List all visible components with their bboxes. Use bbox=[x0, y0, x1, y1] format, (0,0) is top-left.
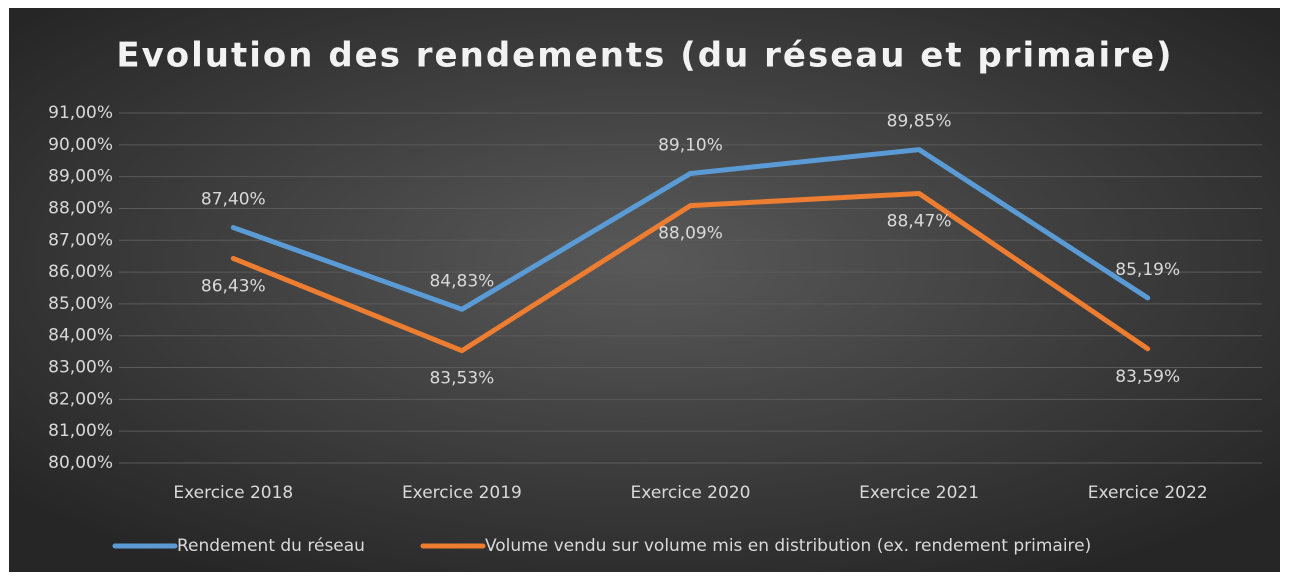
legend-label: Rendement du réseau bbox=[177, 536, 365, 556]
legend-label: Volume vendu sur volume mis en distribut… bbox=[485, 536, 1091, 556]
y-tick-label: 85,00% bbox=[48, 294, 113, 314]
y-tick-label: 84,00% bbox=[48, 326, 113, 346]
chart-background bbox=[9, 8, 1280, 572]
data-label: 84,83% bbox=[429, 271, 494, 291]
y-tick-label: 82,00% bbox=[48, 389, 113, 409]
x-tick-label: Exercice 2020 bbox=[631, 483, 751, 503]
x-tick-label: Exercice 2018 bbox=[173, 483, 293, 503]
y-tick-label: 86,00% bbox=[48, 262, 113, 282]
series-line bbox=[230, 147, 1151, 312]
y-tick-label: 87,00% bbox=[48, 230, 113, 250]
data-label: 85,19% bbox=[1115, 260, 1180, 280]
data-label: 87,40% bbox=[201, 190, 266, 210]
series-line bbox=[230, 191, 1151, 354]
chart-title: Evolution des rendements (du réseau et p… bbox=[116, 36, 1173, 76]
data-label: 83,59% bbox=[1115, 367, 1180, 387]
data-label: 88,47% bbox=[887, 212, 952, 232]
data-label: 88,09% bbox=[658, 224, 723, 244]
y-tick-label: 90,00% bbox=[48, 135, 113, 155]
y-tick-label: 89,00% bbox=[48, 167, 113, 187]
data-label: 83,53% bbox=[429, 369, 494, 389]
y-tick-label: 91,00% bbox=[48, 103, 113, 123]
y-tick-label: 81,00% bbox=[48, 421, 113, 441]
data-label: 89,10% bbox=[658, 135, 723, 155]
data-label: 89,85% bbox=[887, 112, 952, 132]
x-tick-label: Exercice 2022 bbox=[1088, 483, 1208, 503]
y-tick-label: 83,00% bbox=[48, 358, 113, 378]
x-tick-label: Exercice 2019 bbox=[402, 483, 522, 503]
y-tick-label: 80,00% bbox=[48, 453, 113, 473]
x-tick-label: Exercice 2021 bbox=[859, 483, 979, 503]
y-tick-label: 88,00% bbox=[48, 198, 113, 218]
data-label: 86,43% bbox=[201, 276, 266, 296]
